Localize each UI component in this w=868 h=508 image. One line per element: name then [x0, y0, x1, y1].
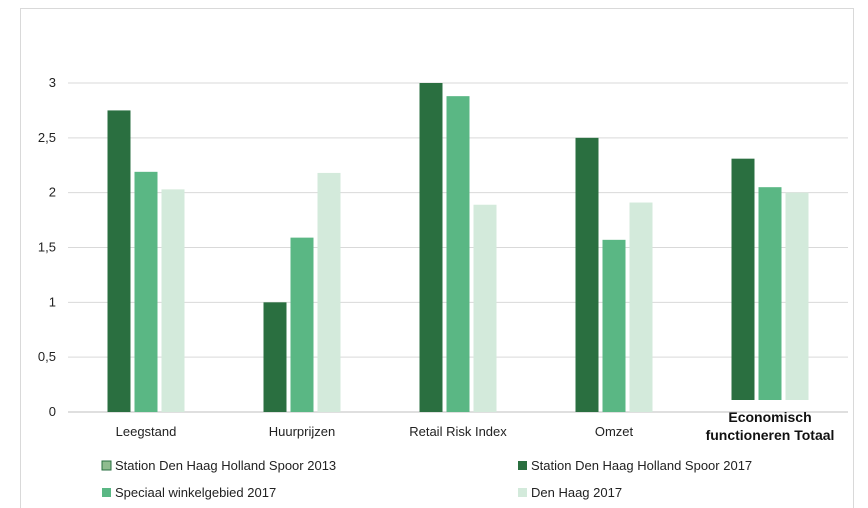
bar	[629, 202, 653, 412]
bars	[107, 83, 809, 413]
bar	[473, 204, 497, 412]
x-category-label: functioneren Totaal	[706, 427, 835, 443]
legend-swatch	[102, 488, 111, 497]
y-tick-label: 2,5	[38, 130, 56, 145]
bar	[731, 158, 755, 400]
legend-swatch	[101, 460, 112, 471]
y-tick-label: 1	[49, 294, 56, 309]
legend-label: Speciaal winkelgebied 2017	[115, 485, 276, 500]
bar	[317, 172, 341, 412]
bar	[785, 192, 809, 400]
y-tick-label: 3	[49, 75, 56, 90]
y-tick-label: 0,5	[38, 349, 56, 364]
bar	[290, 237, 314, 412]
x-category-label: Economisch	[728, 409, 811, 425]
bar	[107, 110, 131, 413]
bar	[446, 96, 470, 412]
y-tick-label: 0	[49, 404, 56, 419]
x-category-label: Huurprijzen	[269, 424, 335, 439]
bar	[134, 171, 158, 412]
legend-label: Station Den Haag Holland Spoor 2017	[531, 458, 752, 473]
chart-frame	[20, 8, 854, 508]
bar	[161, 189, 185, 412]
x-category-label: Leegstand	[116, 424, 177, 439]
legend-swatch	[518, 461, 527, 470]
bar	[263, 302, 287, 412]
x-axis-categories: Leegstand Huurprijzen Retail Risk Index Omz…	[116, 409, 835, 443]
legend-label: Station Den Haag Holland Spoor 2013	[115, 458, 336, 473]
y-tick-label: 1,5	[38, 240, 56, 255]
x-category-label: Omzet	[595, 424, 634, 439]
bar	[602, 239, 626, 412]
x-category-label: Retail Risk Index	[409, 424, 507, 439]
legend-label: Den Haag 2017	[531, 485, 622, 500]
legend-swatch	[518, 488, 527, 497]
y-axis-ticks: 0 0,5 1 1,5 2 2,5 3	[38, 75, 56, 419]
bar	[419, 83, 443, 412]
bar	[758, 187, 782, 400]
y-tick-label: 2	[49, 185, 56, 200]
legend: Station Den Haag Holland Spoor 2013 Stati…	[101, 458, 752, 500]
bar	[575, 137, 599, 413]
